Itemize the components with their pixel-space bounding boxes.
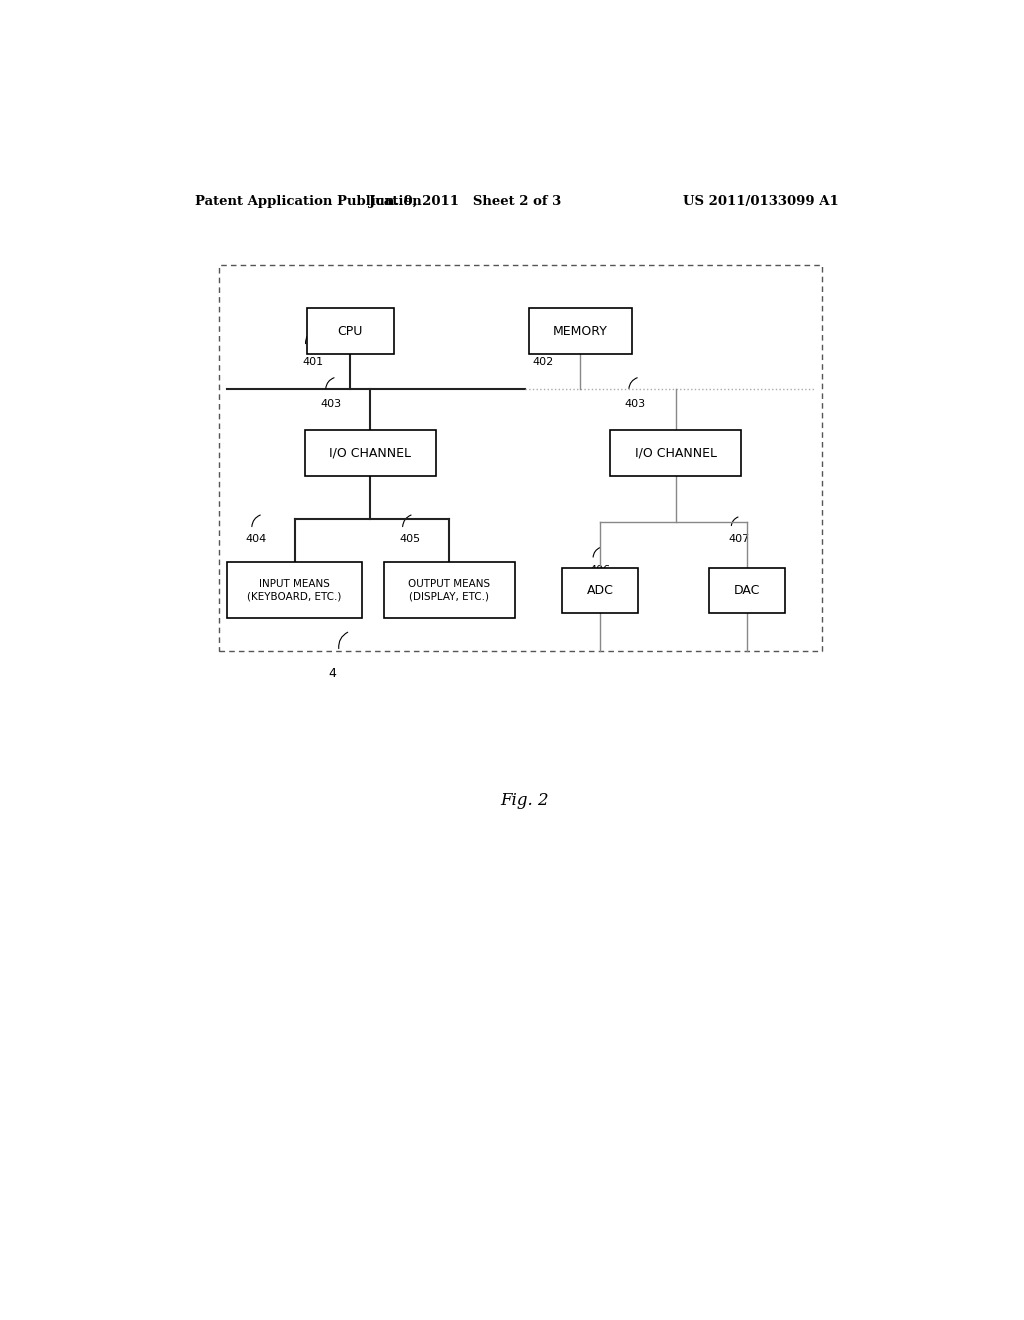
- Text: 407: 407: [728, 535, 750, 544]
- Bar: [227, 562, 362, 618]
- Text: ADC: ADC: [587, 583, 613, 597]
- Text: I/O CHANNEL: I/O CHANNEL: [329, 446, 411, 459]
- Text: US 2011/0133099 A1: US 2011/0133099 A1: [683, 194, 839, 207]
- Text: MEMORY: MEMORY: [553, 325, 608, 338]
- Bar: [304, 430, 435, 477]
- Text: Jun. 9, 2011   Sheet 2 of 3: Jun. 9, 2011 Sheet 2 of 3: [370, 194, 561, 207]
- Bar: [562, 568, 638, 614]
- Text: DAC: DAC: [734, 583, 760, 597]
- Bar: [219, 265, 822, 651]
- Text: 403: 403: [321, 399, 342, 409]
- Text: INPUT MEANS
(KEYBOARD, ETC.): INPUT MEANS (KEYBOARD, ETC.): [248, 579, 342, 602]
- Bar: [384, 562, 515, 618]
- Text: 4: 4: [329, 667, 337, 680]
- Bar: [610, 430, 741, 477]
- Bar: [528, 309, 632, 354]
- Text: Fig. 2: Fig. 2: [501, 792, 549, 809]
- Text: CPU: CPU: [338, 325, 362, 338]
- Text: 405: 405: [399, 535, 421, 544]
- Bar: [306, 309, 394, 354]
- Text: 402: 402: [532, 356, 554, 367]
- Text: 401: 401: [303, 356, 324, 367]
- Text: Patent Application Publication: Patent Application Publication: [196, 194, 422, 207]
- Text: 406: 406: [590, 565, 611, 576]
- Text: OUTPUT MEANS
(DISPLAY, ETC.): OUTPUT MEANS (DISPLAY, ETC.): [409, 579, 490, 602]
- Bar: [710, 568, 784, 614]
- Text: 404: 404: [246, 535, 266, 544]
- Text: 403: 403: [624, 399, 645, 409]
- Text: I/O CHANNEL: I/O CHANNEL: [635, 446, 717, 459]
